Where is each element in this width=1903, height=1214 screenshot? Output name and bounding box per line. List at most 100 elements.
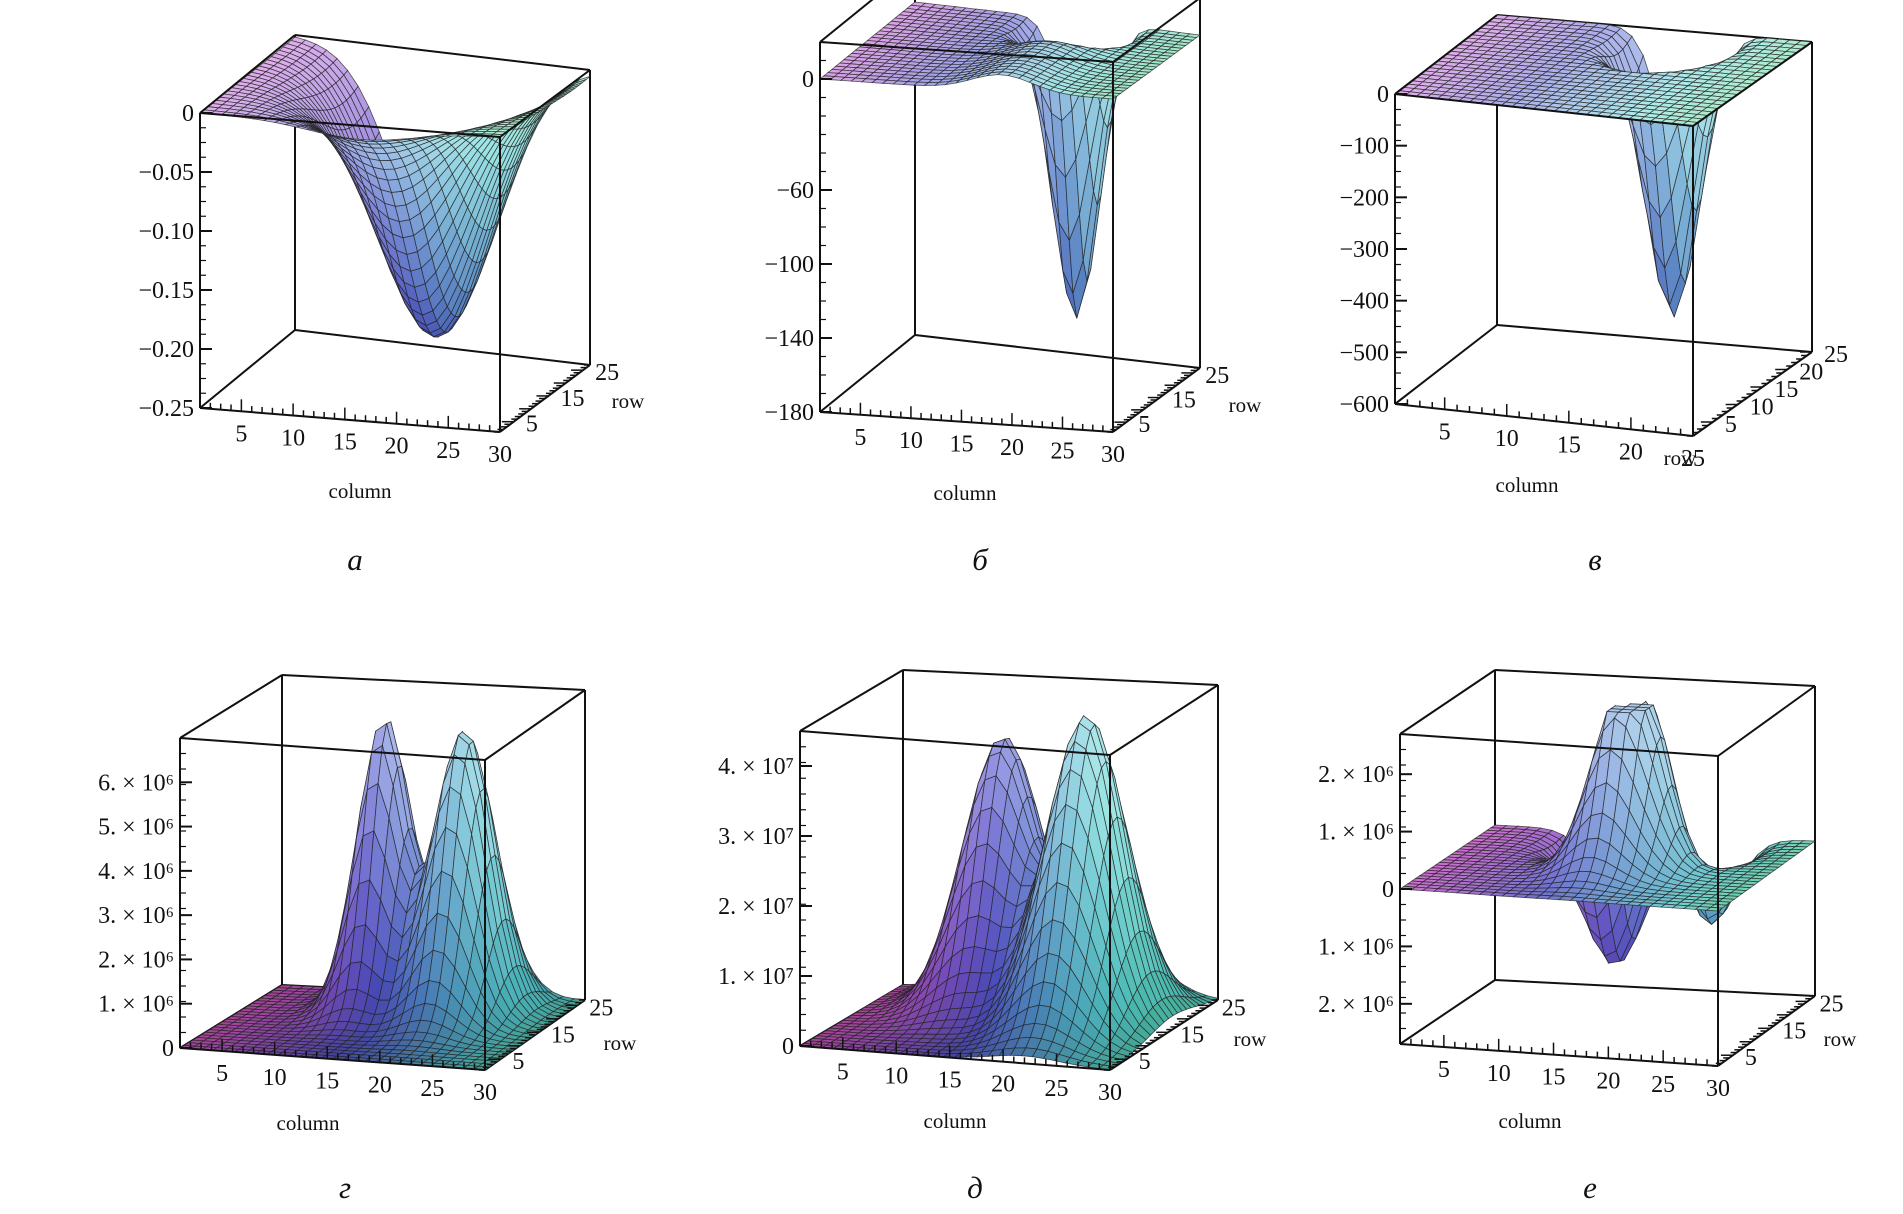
y-tick-label: 5 <box>1745 1045 1757 1071</box>
x-tick-label: 15 <box>1557 433 1581 459</box>
z-tick-label: −100 <box>764 252 814 278</box>
z-tick-label: −300 <box>1339 237 1389 263</box>
x-tick-label: 15 <box>938 1068 962 1094</box>
z-tick-label: 4. × 10⁶ <box>98 859 174 885</box>
x-tick-label: 20 <box>991 1072 1015 1098</box>
z-tick-label: 5. × 10⁶ <box>98 815 174 841</box>
box-back <box>199 34 591 433</box>
surface-mesh <box>818 1 1202 320</box>
box-edge-front <box>799 669 904 732</box>
y-tick-label: 5 <box>1725 412 1737 438</box>
box-edge-back <box>294 329 591 366</box>
caption-b: б <box>972 542 989 577</box>
box-edge-front <box>819 411 1114 433</box>
z-tick-label: −0.25 <box>138 396 194 422</box>
x-tick-label: 25 <box>1045 1076 1069 1102</box>
x-tick-label: 10 <box>884 1063 908 1089</box>
box-edge-front <box>1399 733 1719 757</box>
y-tick-label: 15 <box>1774 377 1798 403</box>
z-tick-label: 1. × 10⁷ <box>718 964 794 990</box>
y-tick-label: 25 <box>589 995 613 1021</box>
y-axis-label: row <box>1824 1027 1857 1051</box>
x-tick-label: 5 <box>837 1059 849 1085</box>
x-tick-label: 25 <box>420 1076 444 1102</box>
box-edge-front <box>819 41 1114 63</box>
x-tick-label: 15 <box>315 1069 339 1095</box>
box-edge-front <box>799 730 1111 756</box>
z-tick-label: 2. × 10⁶ <box>98 947 174 973</box>
z-tick-label: −400 <box>1339 289 1389 315</box>
z-tick-label: 0 <box>802 67 814 93</box>
z-tick-label: −200 <box>1339 185 1389 211</box>
box-edge-back <box>1494 979 1816 997</box>
y-tick-label: 15 <box>1180 1022 1204 1048</box>
y-tick-label: 15 <box>1782 1018 1806 1044</box>
x-axis: 5 10 15 20 25 30 column <box>819 402 1125 505</box>
x-tick-label: 15 <box>1542 1065 1566 1091</box>
x-axis-label: column <box>277 1111 340 1135</box>
y-tick-label: 20 <box>1799 360 1823 386</box>
x-tick-label: 30 <box>488 442 512 468</box>
z-axis: 0 1. × 10⁷ 2. × 10⁷ 3. × 10⁷ 4. × 10⁷ <box>718 730 812 1060</box>
x-tick-label: 25 <box>1651 1072 1675 1098</box>
surface-mesh <box>178 721 587 1071</box>
y-tick-label: 15 <box>551 1022 575 1048</box>
z-tick-label: −180 <box>764 400 814 426</box>
z-tick-label: 3. × 10⁷ <box>718 824 794 850</box>
box-edge-front <box>199 407 501 433</box>
y-tick-label: 5 <box>512 1049 524 1075</box>
x-tick-label: 10 <box>281 425 305 451</box>
x-tick-label: 5 <box>1439 419 1451 445</box>
x-axis-label: column <box>924 1109 987 1133</box>
box-edge-front <box>1109 684 1219 756</box>
z-tick-label: 0 <box>162 1036 174 1062</box>
box-edge-front <box>499 69 591 138</box>
y-axis-label: row <box>1664 446 1697 470</box>
box-edge-front <box>199 34 296 114</box>
y-tick-label: 15 <box>560 386 584 412</box>
box-edge-front <box>1112 0 1199 63</box>
caption-a: а <box>347 542 363 577</box>
x-tick-label: 10 <box>1487 1061 1511 1087</box>
z-tick-label: 0 <box>1377 82 1389 108</box>
z-axis: 0 −60 −100 −140 −180 <box>764 41 832 426</box>
z-tick-label: 2. × 10⁶ <box>1318 992 1394 1018</box>
x-axis-label: column <box>329 479 392 503</box>
x-axis-label: column <box>934 481 997 505</box>
z-tick-label: −0.10 <box>138 219 194 245</box>
z-tick-label: −500 <box>1339 340 1389 366</box>
box-edge-floor <box>199 329 296 409</box>
caption-g: г <box>339 1170 351 1205</box>
x-tick-label: 10 <box>1495 426 1519 452</box>
z-tick-label: 0 <box>782 1034 794 1060</box>
y-axis-label: row <box>604 1031 637 1055</box>
z-tick-label: −0.05 <box>138 160 194 186</box>
y-axis-label: row <box>1234 1027 1267 1051</box>
x-tick-label: 30 <box>473 1080 497 1106</box>
z-tick-label: −600 <box>1339 392 1389 418</box>
caption-v: в <box>1588 542 1601 577</box>
x-tick-label: 5 <box>1438 1057 1450 1083</box>
panel-5: 0 1. × 10⁷ 2. × 10⁷ 3. × 10⁷ 4. × 10⁷ 5 10 15 20… <box>718 669 1267 1133</box>
panel-1: 0 −0.05 −0.10 −0.15 −0.20 −0.25 5 10 15 20 25 30 col… <box>138 34 645 503</box>
y-tick-label: 5 <box>1138 412 1150 438</box>
x-tick-label: 20 <box>368 1072 392 1098</box>
y-tick-label: 10 <box>1750 395 1774 421</box>
z-tick-label: −0.20 <box>138 337 194 363</box>
z-tick-label: 4. × 10⁷ <box>718 754 794 780</box>
box-edge-back <box>914 334 1201 369</box>
x-tick-label: 20 <box>1619 439 1643 465</box>
y-axis-label: row <box>1229 393 1262 417</box>
surface-mesh <box>1398 700 1817 964</box>
z-tick-label: 2. × 10⁷ <box>718 894 794 920</box>
box-edge-front <box>179 737 486 761</box>
y-tick-label: 5 <box>526 412 538 438</box>
caption-d: д <box>967 1170 983 1205</box>
z-tick-label: −0.15 <box>138 278 194 304</box>
y-tick-label: 25 <box>1820 991 1844 1017</box>
